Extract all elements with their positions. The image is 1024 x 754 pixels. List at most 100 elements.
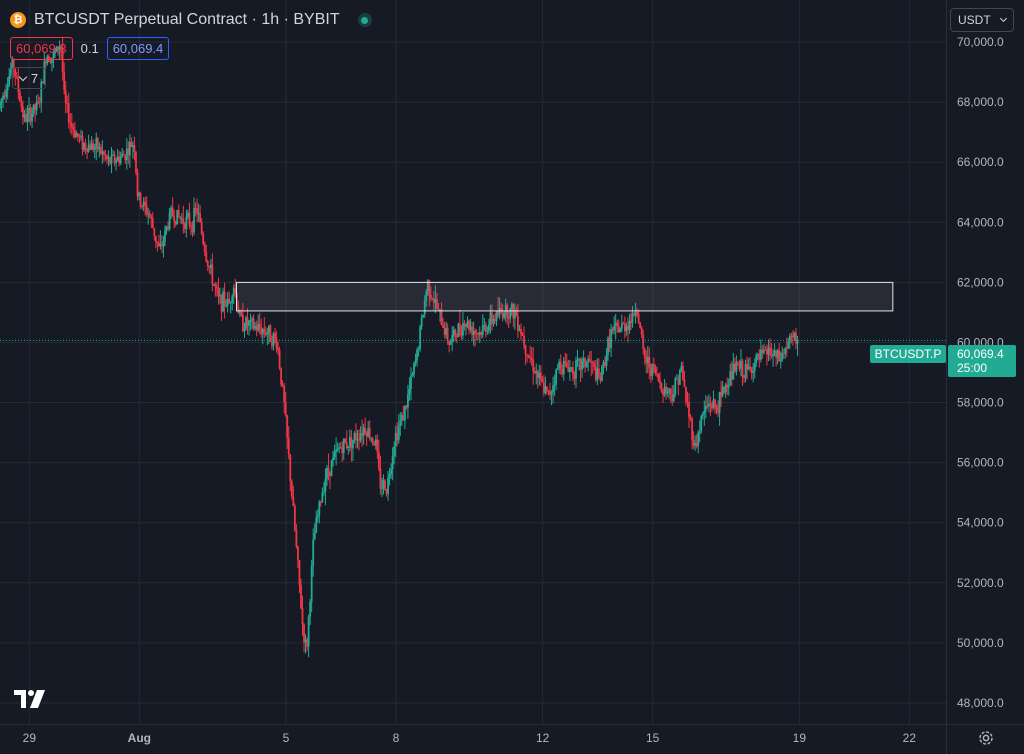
candle-body (639, 322, 642, 328)
candle-body (709, 403, 712, 406)
candle-body (694, 442, 697, 446)
price-axis-tick-label: 54,000.0 (957, 516, 1004, 530)
candle-body (631, 313, 634, 324)
candle-body (289, 454, 292, 482)
indicators-toggle-button[interactable]: 7 (12, 67, 46, 89)
candle-body (668, 388, 671, 392)
candle-body (167, 226, 169, 230)
candle-body (422, 314, 425, 318)
chevron-down-icon (18, 72, 28, 81)
candle-body (29, 107, 32, 122)
candle-body (209, 264, 212, 268)
candle-body (521, 334, 524, 336)
gear-icon[interactable] (977, 729, 995, 747)
candle-body (95, 138, 98, 147)
candle-body (712, 399, 715, 409)
candle-body (217, 288, 220, 297)
candle-body (174, 220, 177, 225)
time-axis-tick-label: 22 (903, 731, 917, 745)
candle-body (365, 432, 368, 437)
candle-body (695, 442, 698, 447)
candle-body (549, 391, 551, 395)
candle-body (356, 439, 359, 441)
candle-body (330, 460, 333, 477)
candle-body (593, 363, 596, 367)
candle-body (735, 362, 738, 372)
candle-body (487, 324, 490, 331)
candle-body (98, 147, 101, 150)
candle-body (542, 382, 545, 394)
candle-body (555, 369, 558, 385)
candle-body (355, 433, 357, 441)
candle-body (500, 308, 503, 312)
candle-body (206, 260, 209, 267)
time-axis[interactable]: 29 Aug 5 8 12 15 19 22 (0, 724, 1024, 746)
price-axis-tick-label: 58,000.0 (957, 396, 1004, 410)
candle-body (220, 295, 223, 312)
candle-body (51, 57, 53, 63)
candle-body (466, 320, 469, 326)
candle-body (110, 154, 113, 164)
candle-body (310, 566, 313, 602)
candle-body (12, 59, 15, 70)
candle-body (185, 216, 188, 229)
candle-body (18, 91, 21, 102)
candle-body (596, 368, 599, 381)
candle-body (602, 361, 605, 367)
candle-body (121, 153, 124, 157)
candle-body (498, 308, 501, 316)
candle-body (31, 113, 33, 122)
candle-body (788, 335, 791, 342)
candle-body (793, 332, 796, 338)
buy-price-button[interactable]: 60,069.4 (106, 37, 170, 60)
candle-body (704, 405, 707, 411)
market-open-indicator-icon[interactable] (357, 13, 372, 27)
candle-body (28, 107, 30, 114)
candle-body (86, 148, 88, 152)
candle-body (408, 388, 411, 395)
candle-body (57, 46, 59, 51)
tradingview-logo-icon[interactable] (14, 690, 46, 708)
candle-body (104, 154, 107, 156)
candle-body (5, 90, 8, 97)
candle-body (58, 46, 61, 51)
candle-body (486, 330, 489, 332)
candle-body (251, 318, 253, 320)
candle-body (526, 354, 528, 356)
candle-body (182, 218, 185, 224)
time-axis-tick-label: 29 (23, 731, 37, 745)
currency-select[interactable]: USDT (950, 8, 1014, 32)
candle-body (633, 313, 635, 316)
resistance-zone-rectangle[interactable] (236, 281, 894, 312)
sell-price-button[interactable]: 60,069.3 (10, 37, 73, 60)
candle-body (738, 364, 741, 369)
candle-body (651, 364, 654, 376)
candle-body (530, 357, 533, 361)
candle-body (153, 227, 156, 236)
price-axis-tick-label: 50,000.0 (957, 636, 1004, 650)
candle-body (277, 347, 279, 351)
candle-body (283, 385, 286, 403)
candle-body (437, 308, 440, 310)
time-axis-tick-label: 15 (646, 731, 660, 745)
candle-body (246, 317, 249, 326)
chart-title[interactable]: BTCUSDT Perpetual Contract · 1h · BYBIT (34, 11, 340, 28)
candle-body (556, 368, 559, 370)
time-axis-tick-label: 5 (283, 731, 290, 745)
candle-body (677, 378, 680, 385)
candle-body (316, 515, 319, 518)
candle-body (512, 304, 515, 319)
candle-body (387, 477, 389, 494)
candle-body (350, 437, 353, 449)
candle-body (685, 386, 687, 402)
candle-body (565, 362, 568, 367)
candle-body (529, 357, 532, 359)
price-axis[interactable]: 48,000.0 50,000.0 52,000.0 54,000.0 56,000.0… (946, 0, 1005, 754)
candle-body (269, 325, 272, 342)
candle-body (69, 122, 72, 124)
candle-body (141, 206, 143, 208)
candle-body (425, 291, 428, 301)
candle-body (781, 352, 784, 361)
candle-body (61, 48, 64, 73)
